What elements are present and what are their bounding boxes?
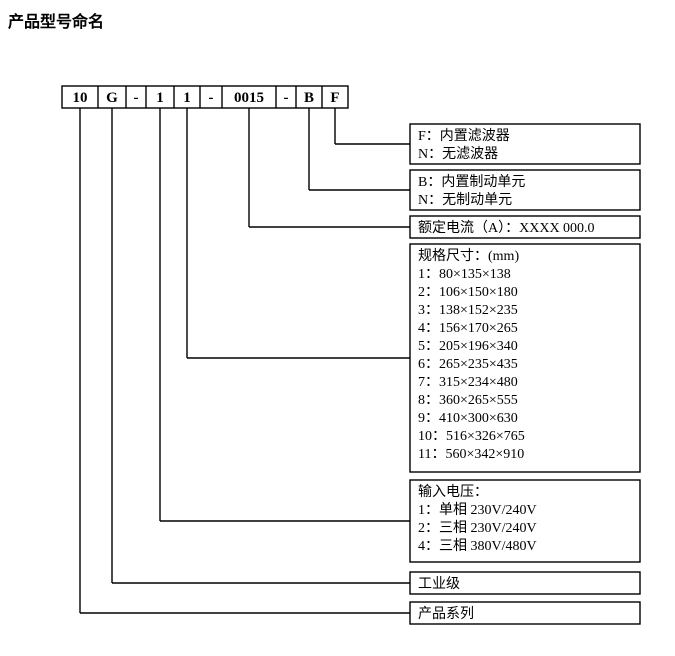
svg-text:10：516×326×765: 10：516×326×765 xyxy=(418,429,525,444)
svg-text:N：无滤波器: N：无滤波器 xyxy=(418,146,498,162)
svg-text:-: - xyxy=(209,90,214,106)
svg-text:3：138×152×235: 3：138×152×235 xyxy=(418,303,518,318)
svg-text:2：106×150×180: 2：106×150×180 xyxy=(418,285,518,300)
svg-text:11：560×342×910: 11：560×342×910 xyxy=(418,447,524,462)
svg-text:G: G xyxy=(106,90,118,106)
svg-text:1：单相 230V/240V: 1：单相 230V/240V xyxy=(418,502,537,518)
svg-text:产品系列: 产品系列 xyxy=(418,606,474,622)
svg-text:4：156×170×265: 4：156×170×265 xyxy=(418,321,518,336)
svg-text:B: B xyxy=(304,90,314,106)
svg-text:-: - xyxy=(284,90,289,106)
svg-text:4：三相 380V/480V: 4：三相 380V/480V xyxy=(418,538,537,554)
svg-text:2：三相 230V/240V: 2：三相 230V/240V xyxy=(418,520,537,536)
svg-text:B：内置制动单元: B：内置制动单元 xyxy=(418,174,525,190)
svg-text:F: F xyxy=(330,90,339,106)
svg-text:额定电流（A）：XXXX 000.0: 额定电流（A）：XXXX 000.0 xyxy=(418,220,595,236)
svg-text:10: 10 xyxy=(73,90,88,106)
svg-text:9：410×300×630: 9：410×300×630 xyxy=(418,411,518,426)
svg-text:7：315×234×480: 7：315×234×480 xyxy=(418,375,518,390)
svg-text:规格尺寸：(mm): 规格尺寸：(mm) xyxy=(418,248,519,264)
svg-text:8：360×265×555: 8：360×265×555 xyxy=(418,393,518,408)
svg-text:F：内置滤波器: F：内置滤波器 xyxy=(418,128,510,144)
svg-text:5：205×196×340: 5：205×196×340 xyxy=(418,339,518,354)
svg-text:N：无制动单元: N：无制动单元 xyxy=(418,192,512,208)
svg-text:1: 1 xyxy=(156,90,164,106)
svg-text:1: 1 xyxy=(183,90,191,106)
svg-text:1：80×135×138: 1：80×135×138 xyxy=(418,267,511,282)
svg-text:6：265×235×435: 6：265×235×435 xyxy=(418,357,518,372)
svg-text:0015: 0015 xyxy=(234,90,264,106)
svg-text:-: - xyxy=(134,90,139,106)
naming-diagram: 10G-11-0015-BFF：内置滤波器N：无滤波器B：内置制动单元N：无制动… xyxy=(0,0,675,656)
svg-text:输入电压：: 输入电压： xyxy=(418,484,488,500)
svg-text:工业级: 工业级 xyxy=(418,576,460,592)
